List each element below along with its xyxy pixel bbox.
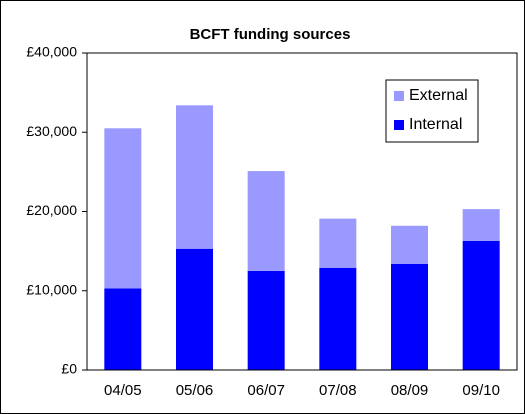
x-tick-label: 04/05 <box>104 382 142 399</box>
y-tick-label: £40,000 <box>26 44 77 60</box>
x-tick-label: 08/09 <box>391 382 429 399</box>
legend-label: External <box>409 87 468 104</box>
x-tick-label: 07/08 <box>319 382 357 399</box>
legend-swatch <box>394 120 404 130</box>
bar-segment <box>319 218 357 268</box>
bar-segment <box>247 270 285 370</box>
legend-swatch <box>394 91 404 101</box>
x-tick-label: 09/10 <box>462 382 500 399</box>
plot-border <box>86 52 518 371</box>
y-tick-label: £0 <box>61 361 77 377</box>
bar-segment <box>391 225 428 264</box>
bar-segment <box>462 209 500 241</box>
chart-title: BCFT funding sources <box>190 26 351 43</box>
bar-segment <box>104 128 142 289</box>
bar-segment <box>319 267 357 370</box>
x-tick-label: 06/07 <box>247 382 285 399</box>
y-tick-label: £10,000 <box>26 281 77 297</box>
bar-segment <box>176 105 213 249</box>
bar-segment <box>104 288 142 370</box>
bar-segment <box>391 263 428 370</box>
legend-box <box>385 79 479 143</box>
y-tick-label: £30,000 <box>26 123 77 139</box>
y-tick-label: £20,000 <box>26 202 77 218</box>
bar-segment <box>247 171 285 271</box>
x-tick-label: 05/06 <box>176 382 214 399</box>
bar-segment <box>176 248 213 370</box>
bar-segment <box>462 240 500 370</box>
legend-label: Internal <box>409 116 462 133</box>
